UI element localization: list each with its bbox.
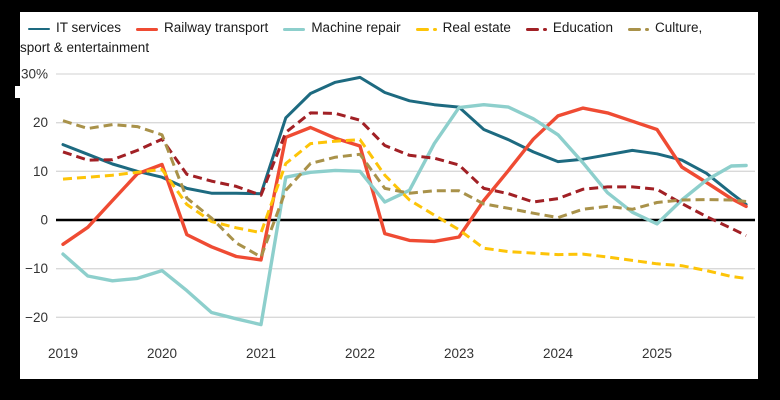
series-line-railway-transport bbox=[61, 106, 748, 262]
series-line-it-services bbox=[61, 75, 748, 206]
legend-label: Machine repair bbox=[311, 20, 401, 35]
education-line-swatch-icon bbox=[525, 19, 547, 38]
swatch-line bbox=[28, 28, 50, 31]
swatch-dot bbox=[432, 27, 437, 31]
legend-label: IT services bbox=[56, 20, 122, 35]
machine-repair-line-swatch-icon bbox=[283, 19, 306, 38]
swatch-dot bbox=[542, 27, 547, 31]
it-services-line-swatch-icon bbox=[28, 19, 50, 38]
series-line-education bbox=[62, 111, 747, 237]
x-tick-label: 2024 bbox=[543, 346, 574, 361]
y-tick-label: 30% bbox=[21, 66, 48, 81]
line-chart: 30% 20 10 0 −10 −20 2019 2020 2021 2022 2023 2024 20… bbox=[21, 66, 755, 361]
legend-label: Education bbox=[552, 20, 613, 35]
swatch-dash bbox=[525, 27, 539, 31]
legend-label: Culture, sport & entertainment bbox=[20, 20, 703, 55]
y-tick-label: 20 bbox=[33, 115, 48, 130]
x-tick-label: 2021 bbox=[246, 346, 276, 361]
y-tick-label: 0 bbox=[40, 213, 48, 228]
culture-sport-entertainment-line-swatch-icon bbox=[627, 19, 649, 38]
series-line-culture-sport-entertainment bbox=[62, 119, 747, 259]
y-tick-label: −20 bbox=[25, 310, 48, 325]
swatch-dash bbox=[627, 27, 641, 31]
screenshot-artifact bbox=[15, 86, 26, 98]
swatch-dash bbox=[415, 27, 429, 31]
chart-panel: IT services Railway transport Machine repa… bbox=[20, 12, 758, 379]
x-tick-label: 2022 bbox=[345, 346, 375, 361]
y-tick-label: 10 bbox=[33, 164, 48, 179]
railway-transport-line-swatch-icon bbox=[136, 19, 159, 38]
x-tick-label: 2020 bbox=[147, 346, 177, 361]
legend-item-real-estate: Real estate bbox=[415, 19, 526, 38]
legend-item-railway-transport: Railway transport bbox=[136, 20, 283, 35]
swatch-line bbox=[283, 27, 306, 32]
real-estate-line-swatch-icon bbox=[415, 19, 437, 38]
legend-label: Railway transport bbox=[164, 20, 269, 35]
y-tick-label: −10 bbox=[25, 261, 48, 276]
x-tick-label: 2019 bbox=[48, 346, 78, 361]
legend-item-it-services: IT services bbox=[28, 20, 136, 35]
legend-label: Real estate bbox=[442, 20, 511, 35]
legend-item-culture-sport-entertainment: Culture, sport & entertainment bbox=[20, 20, 702, 55]
series-line-real-estate bbox=[62, 138, 747, 280]
series-line-machine-repair bbox=[61, 102, 748, 327]
swatch-dot bbox=[644, 27, 649, 31]
x-tick-label: 2023 bbox=[444, 346, 474, 361]
swatch-line bbox=[136, 27, 159, 32]
x-tick-label: 2025 bbox=[642, 346, 672, 361]
legend-item-education: Education bbox=[525, 19, 628, 38]
chart-legend: IT services Railway transport Machine repa… bbox=[20, 18, 732, 57]
legend-item-machine-repair: Machine repair bbox=[283, 20, 415, 35]
